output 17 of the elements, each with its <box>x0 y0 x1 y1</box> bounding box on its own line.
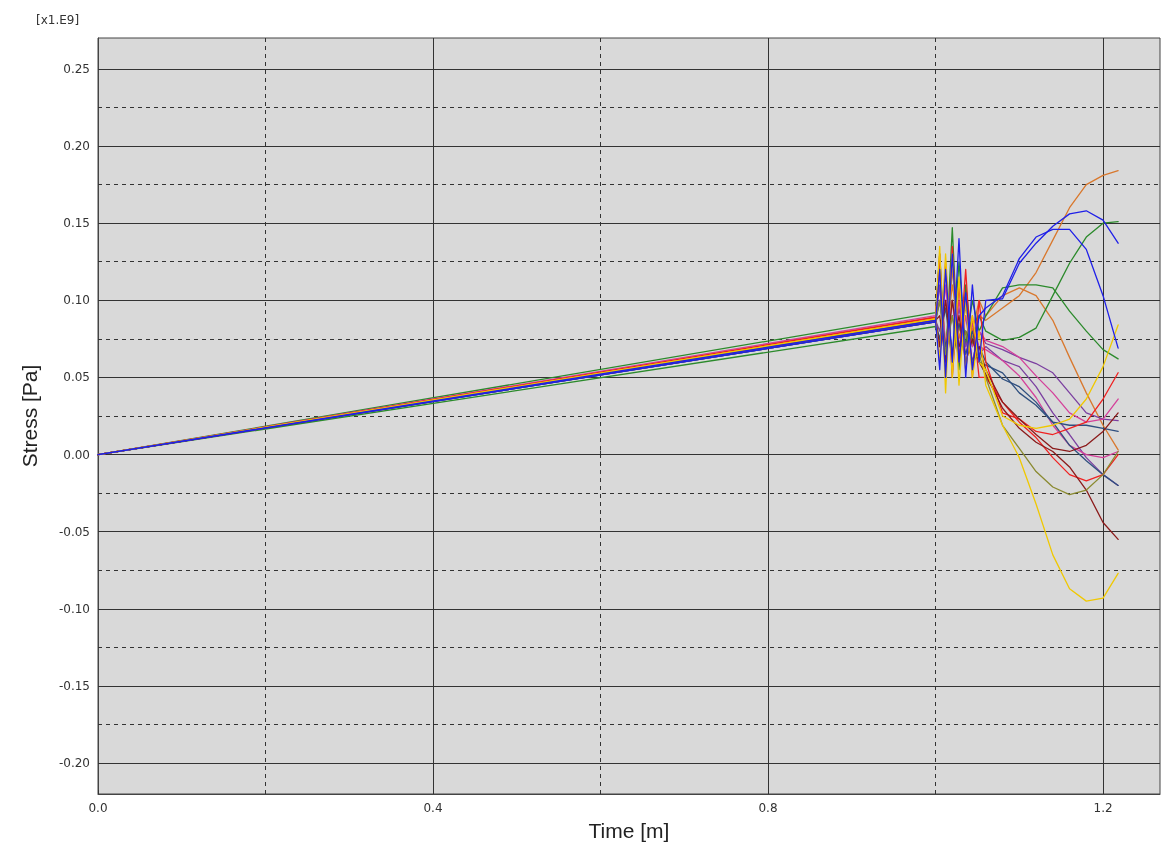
y-axis-title: Stress [Pa] <box>18 364 41 468</box>
y-tick-label: 0.25 <box>63 61 90 76</box>
x-tick-label: 0.8 <box>758 801 778 815</box>
x-axis-title: Time [m] <box>588 819 670 842</box>
y-tick-label: 0.10 <box>63 293 90 308</box>
x-tick-label: 1.2 <box>1093 801 1113 815</box>
y-tick-label: 0.05 <box>63 370 90 385</box>
x-tick-label: 0.0 <box>88 801 108 815</box>
y-tick-label: -0.05 <box>58 524 90 539</box>
y-tick-label: 0.00 <box>63 447 90 462</box>
x-tick-label: 0.4 <box>423 801 443 815</box>
y-tick-label: -0.15 <box>58 679 90 693</box>
y-tick-label: 0.15 <box>63 216 90 231</box>
text: [x1.E9] <box>36 13 80 27</box>
y-tick-label: 0.20 <box>63 139 90 153</box>
y-tick-label: -0.10 <box>58 601 90 616</box>
y-tick-label: -0.20 <box>58 756 90 771</box>
